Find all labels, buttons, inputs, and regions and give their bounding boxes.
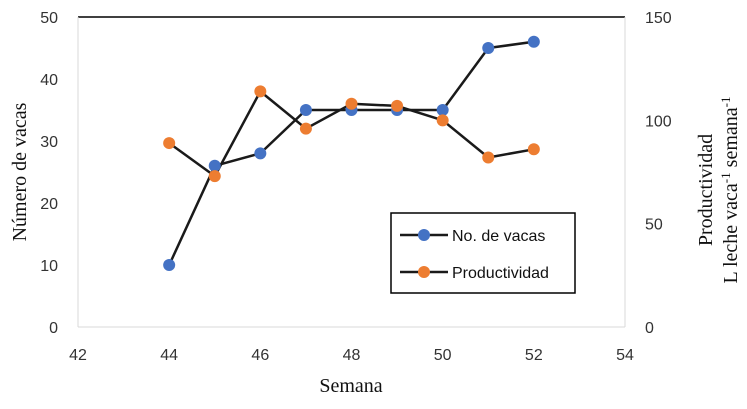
legend-label-vacas: No. de vacas [452,228,545,245]
vacas-point [208,159,221,172]
productividad-point [482,151,495,164]
y-right-title-part-2: semana [720,107,742,172]
plot-area [77,16,626,328]
productividad-point [436,114,449,127]
legend-box [390,212,576,294]
vacas-point [527,35,540,48]
x-tick-label: 52 [525,347,543,364]
productividad-point [163,137,176,150]
productividad-point [391,99,404,112]
legend-marker-productividad [418,266,430,278]
y-right-axis-title-line2: L leche vaca-1 semana-1 [718,97,743,284]
legend-label-productividad: Productividad [452,265,549,282]
vacas-point [254,147,267,160]
x-tick-label: 44 [160,347,178,364]
vacas-point [299,104,312,116]
y-right-tick-label: 100 [645,113,672,130]
productividad-point [345,97,358,110]
x-tick-label: 46 [251,347,269,364]
x-tick-labels: 42 44 46 48 50 52 54 [69,347,634,364]
x-tick-label: 42 [69,347,87,364]
y-left-axis-title: Número de vacas [9,102,31,241]
productividad-point [208,170,221,183]
x-tick-label: 54 [616,347,634,364]
series-layer [163,35,540,271]
y-right-tick-label: 50 [645,217,663,234]
vacas-point [436,104,449,116]
y-left-tick-label: 50 [40,10,58,27]
productividad-point [299,122,312,135]
x-tick-label: 50 [434,347,452,364]
y-right-tick-label: 150 [645,10,672,27]
legend: No. de vacas Productividad [390,212,576,294]
x-axis-title: Semana [319,375,382,397]
y-left-tick-label: 30 [40,134,58,151]
y-left-tick-label: 0 [49,320,58,337]
y-right-tick-labels: 0 50 100 150 [645,10,672,337]
vacas-point [163,259,176,271]
y-right-title-sup-1: -1 [718,172,733,183]
y-right-tick-label: 0 [645,320,654,337]
y-right-title-part-1: L leche vaca [720,183,742,283]
legend-marker-vacas [418,229,430,241]
x-tick-label: 48 [343,347,361,364]
y-right-axis-title-line1: Productividad [695,134,717,246]
productividad-point [527,143,540,156]
productividad-point [254,85,267,98]
y-left-tick-label: 10 [40,258,58,275]
y-left-tick-label: 40 [40,72,58,89]
y-left-tick-label: 20 [40,196,58,213]
y-left-tick-labels: 0 10 20 30 40 50 [40,10,58,337]
y-right-title-sup-2: -1 [718,97,733,108]
vacas-point [482,42,495,54]
